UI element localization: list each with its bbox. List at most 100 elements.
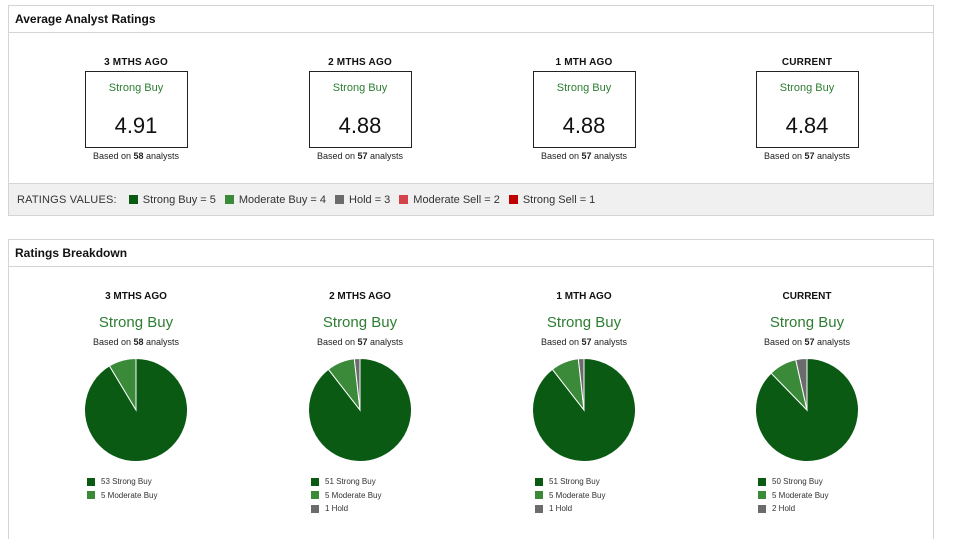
legend-item-strong-sell: Strong Sell = 1	[508, 193, 596, 206]
based-on-text: Based on	[763, 337, 802, 347]
legend-item-strong-buy: Strong Buy = 5	[128, 193, 216, 206]
analyst-count-value: 57	[357, 151, 368, 161]
panel-title: Ratings Breakdown	[9, 240, 933, 267]
hold-slice[interactable]	[795, 357, 808, 411]
rating-box: Strong Buy 4.88	[532, 71, 636, 148]
rating-score: 4.88	[338, 113, 382, 138]
analyst-count: Based on 57 analysts	[295, 151, 425, 161]
analyst-count: Based on 57 analysts	[742, 151, 872, 161]
avg-rating-3-months-ago: 3 MTHS AGO Strong Buy 4.91 Based on 58 a…	[71, 57, 201, 161]
breakdown-2-months-ago: 2 MTHS AGO Strong Buy Based on 57 analys…	[290, 291, 430, 516]
moderate-buy-swatch	[224, 195, 234, 204]
analyst-count-value: 58	[133, 337, 144, 347]
pie-legend-item: 5 Moderate Buy	[758, 489, 877, 503]
based-on-text: Based on	[92, 151, 131, 161]
analyst-count: Based on 57 analysts	[519, 151, 649, 161]
period-heading: 1 MTH AGO	[556, 291, 612, 302]
pie-legend-item: 51 Strong Buy	[311, 475, 430, 489]
ratings-pie-chart	[755, 357, 859, 462]
hold-swatch	[535, 504, 543, 513]
period-heading: CURRENT	[781, 57, 833, 68]
consensus-label: Strong Buy	[769, 314, 845, 331]
analysts-text: analysts	[146, 151, 180, 161]
strong-buy-swatch	[758, 477, 766, 486]
based-on-text: Based on	[763, 151, 802, 161]
pie-legend: 51 Strong Buy 5 Moderate Buy 1 Hold	[290, 475, 430, 516]
pie-legend: 51 Strong Buy 5 Moderate Buy 1 Hold	[514, 475, 654, 516]
strong-buy-slice[interactable]	[755, 357, 859, 462]
analyst-count: Based on 58 analysts	[66, 337, 206, 347]
period-heading: 2 MTHS AGO	[329, 291, 391, 302]
analysts-text: analysts	[817, 151, 851, 161]
pie-legend-item: 50 Strong Buy	[758, 475, 877, 489]
pie-legend: 53 Strong Buy 5 Moderate Buy	[66, 475, 206, 502]
based-on-text: Based on	[316, 337, 355, 347]
breakdown-3-months-ago: 3 MTHS AGO Strong Buy Based on 58 analys…	[66, 291, 206, 502]
period-heading: CURRENT	[782, 291, 832, 302]
ratings-pie-chart	[84, 357, 188, 462]
legend-label: Moderate Sell = 2	[413, 193, 500, 206]
legend-item-hold: Hold = 3	[335, 194, 390, 206]
pie-legend-label: 53 Strong Buy	[101, 477, 152, 486]
rating-score: 4.84	[785, 113, 829, 138]
pie-legend-item: 1 Hold	[535, 502, 654, 516]
analyst-count-value: 58	[133, 151, 144, 161]
panel-title: Average Analyst Ratings	[9, 6, 933, 33]
legend-label: Strong Sell = 1	[522, 193, 596, 206]
pie-legend-label: 1 Hold	[549, 504, 573, 513]
analysts-text: analysts	[817, 337, 851, 347]
strong-buy-slice[interactable]	[532, 357, 636, 462]
period-heading: 2 MTHS AGO	[328, 57, 392, 68]
analyst-count: Based on 57 analysts	[290, 337, 430, 347]
pie-legend-item: 5 Moderate Buy	[535, 489, 654, 503]
period-heading: 3 MTHS AGO	[105, 291, 167, 302]
moderate-buy-slice[interactable]	[108, 357, 137, 412]
pie-legend-item: 51 Strong Buy	[535, 475, 654, 489]
breakdown-current: CURRENT Strong Buy Based on 57 analysts …	[737, 291, 877, 516]
pie-legend-item: 2 Hold	[758, 502, 877, 516]
rating-score: 4.91	[114, 113, 158, 138]
analysts-text: analysts	[594, 337, 628, 347]
period-heading: 3 MTHS AGO	[104, 57, 168, 68]
moderate-buy-swatch	[758, 491, 766, 500]
ratings-pie-chart	[308, 357, 412, 462]
ratings-values-legend: RATINGS VALUES: Strong Buy = 5 Moderate …	[9, 183, 933, 215]
legend-item-moderate-sell: Moderate Sell = 2	[399, 194, 500, 206]
analysts-text: analysts	[370, 151, 404, 161]
consensus-label: Strong Buy	[98, 314, 174, 331]
moderate-buy-swatch	[87, 491, 95, 500]
analyst-count-value: 57	[804, 337, 815, 347]
pie-legend: 50 Strong Buy 5 Moderate Buy 2 Hold	[737, 475, 877, 516]
rating-box: Strong Buy 4.91	[84, 71, 188, 148]
hold-slice[interactable]	[353, 357, 361, 411]
analyst-count: Based on 58 analysts	[71, 151, 201, 161]
legend-label: Strong Buy = 5	[142, 193, 216, 206]
analyst-count: Based on 57 analysts	[514, 337, 654, 347]
average-analyst-ratings-panel: Average Analyst Ratings 3 MTHS AGO Stron…	[8, 5, 934, 216]
ratings-breakdown-panel: Ratings Breakdown 3 MTHS AGO Strong Buy …	[8, 239, 934, 539]
hold-slice[interactable]	[577, 357, 585, 411]
moderate-sell-swatch	[399, 195, 409, 204]
based-on-text: Based on	[316, 151, 355, 161]
moderate-buy-swatch	[535, 491, 543, 500]
consensus-label: Strong Buy	[546, 314, 622, 331]
analysts-text: analysts	[594, 151, 628, 161]
based-on-text: Based on	[92, 337, 131, 347]
pie-legend-label: 5 Moderate Buy	[549, 490, 606, 500]
strong-buy-swatch	[87, 477, 95, 486]
legend-label: Moderate Buy = 4	[238, 193, 327, 206]
analyst-count-value: 57	[357, 337, 368, 347]
hold-swatch	[335, 195, 345, 204]
rating-label: Strong Buy	[108, 82, 164, 94]
strong-buy-swatch	[311, 477, 319, 486]
strong-buy-slice[interactable]	[308, 357, 412, 462]
analysts-text: analysts	[370, 337, 404, 347]
period-heading: 1 MTH AGO	[555, 57, 613, 68]
ratings-pie-chart	[532, 357, 636, 462]
strong-sell-swatch	[508, 195, 518, 204]
pie-legend-label: 5 Moderate Buy	[772, 490, 829, 500]
pie-legend-label: 51 Strong Buy	[549, 477, 600, 486]
pie-legend-label: 2 Hold	[772, 504, 796, 513]
analyst-count-value: 57	[804, 151, 815, 161]
pie-legend-label: 50 Strong Buy	[772, 477, 823, 486]
